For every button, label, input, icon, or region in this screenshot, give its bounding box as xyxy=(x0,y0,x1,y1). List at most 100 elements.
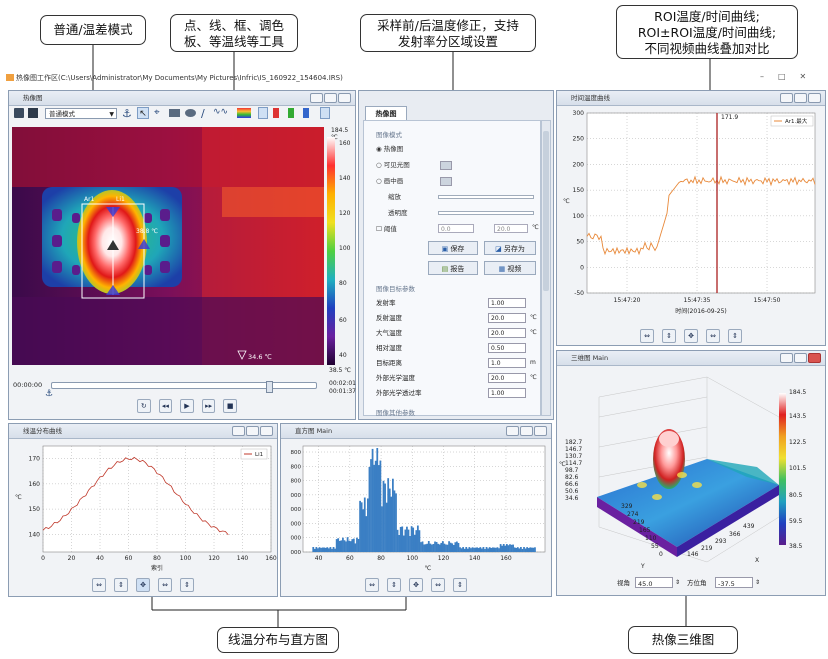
pip-image-icon[interactable] xyxy=(440,177,452,186)
tab-thermal[interactable]: 热像图 xyxy=(365,106,407,120)
histogram-chart[interactable]: 800 800 800 000 000 000 000 000 40 60 80 100 120 140 1… xyxy=(281,440,551,574)
zoom-y-icon[interactable]: ⇕ xyxy=(662,329,676,343)
pan-icon[interactable]: ✥ xyxy=(136,578,150,592)
zoom-y-icon[interactable]: ⇕ xyxy=(387,578,401,592)
view-angle-input[interactable]: 45.0 xyxy=(635,577,673,588)
save-button[interactable]: ▣ 保存 xyxy=(428,241,478,255)
zoom-fit-icon[interactable]: ⇔ xyxy=(640,329,654,343)
polyline-tool-icon[interactable]: ∿∿ xyxy=(213,107,229,117)
restore-button[interactable] xyxy=(324,93,337,103)
mode-select[interactable]: 普通模式 ▼ xyxy=(45,108,117,119)
isotherm-icon-5[interactable] xyxy=(320,107,330,119)
isotherm-icon-4[interactable] xyxy=(303,108,309,118)
point-tool-icon[interactable]: ⌖ xyxy=(154,107,160,118)
param-input[interactable]: 1.00 xyxy=(488,298,526,308)
isotherm-icon-3[interactable] xyxy=(288,108,294,118)
y-tick-label: 800 xyxy=(291,479,302,485)
minimize-button[interactable] xyxy=(232,426,245,436)
close-button[interactable] xyxy=(808,353,821,363)
histogram-bar xyxy=(327,548,330,552)
radio-visible[interactable]: ○ 可见光图 xyxy=(376,161,410,169)
minimize-button[interactable] xyxy=(310,93,323,103)
threshold-low[interactable]: 0.0 xyxy=(438,224,474,233)
report-button[interactable]: ▤ 报告 xyxy=(428,261,478,275)
props-scrollbar[interactable] xyxy=(541,120,551,416)
loop-icon[interactable]: ↻ xyxy=(137,399,151,413)
param-label: 目标距离 xyxy=(376,359,402,367)
view-angle-spinner[interactable]: ⇕ xyxy=(675,579,681,586)
pointer-tool-icon[interactable]: ↖ xyxy=(137,107,149,119)
transparency-slider[interactable] xyxy=(438,211,534,215)
radio-pip[interactable]: ○ 画中画 xyxy=(376,177,404,185)
minimize-button[interactable] xyxy=(506,426,519,436)
threshold-checkbox[interactable]: ☐ 阈值 xyxy=(376,225,397,233)
restore-button[interactable] xyxy=(246,426,259,436)
histogram-bar xyxy=(409,536,411,552)
close-button[interactable] xyxy=(808,93,821,103)
param-input[interactable]: 1.00 xyxy=(488,388,526,398)
zoom-out-icon[interactable]: ⇕ xyxy=(453,578,467,592)
timecurve-chart[interactable]: 300 250 200 150 100 50 0 -50 15:47:20 15:47:35 15:… xyxy=(557,107,825,323)
minimize-button[interactable] xyxy=(780,93,793,103)
histogram-bar xyxy=(491,547,494,552)
save-as-button[interactable]: ◪ 另存为 xyxy=(484,241,536,255)
restore-button[interactable] xyxy=(520,426,533,436)
anchor-icon-timeline[interactable]: ⚓ xyxy=(45,389,54,399)
lineprofile-chart[interactable]: 170 160 150 140 0 20 40 60 80 100 120 140 160 索引 ℃ Li1 xyxy=(9,440,277,574)
radio-thermal[interactable]: ◉ 热像图 xyxy=(376,145,404,153)
histogram-bar xyxy=(412,527,415,552)
step-back-icon[interactable]: ◂◂ xyxy=(158,399,173,413)
param-input[interactable]: 20.0 xyxy=(488,313,526,323)
zoom-fit-icon[interactable]: ⇔ xyxy=(365,578,379,592)
zoom-slider[interactable] xyxy=(438,195,534,199)
window-controls[interactable]: –□✕ xyxy=(760,72,821,81)
open-icon[interactable] xyxy=(14,108,24,118)
stop-icon[interactable]: ■ xyxy=(223,399,237,413)
scale-bottom-label: 38.5 ℃ xyxy=(329,367,352,374)
save-icon[interactable] xyxy=(28,108,38,118)
callout-tools: 点、线、框、调色 板、等温线等工具 xyxy=(170,14,298,52)
video-button[interactable]: ▦ 视频 xyxy=(484,261,536,275)
3d-surface[interactable] xyxy=(557,367,825,573)
param-input[interactable]: 20.0 xyxy=(488,328,526,338)
histogram-bar xyxy=(524,548,527,552)
anchor-icon[interactable]: ⚓ xyxy=(122,107,132,120)
pan-icon[interactable]: ✥ xyxy=(409,578,423,592)
histogram-bar xyxy=(377,465,380,552)
close-button[interactable] xyxy=(260,426,273,436)
palette-icon[interactable] xyxy=(237,108,251,118)
zoom-out-icon[interactable]: ⇕ xyxy=(728,329,742,343)
play-icon[interactable]: ▶ xyxy=(180,399,194,413)
azimuth-spinner[interactable]: ⇕ xyxy=(755,579,761,586)
timeline-thumb[interactable] xyxy=(266,381,273,393)
visible-image-icon[interactable] xyxy=(440,161,452,170)
histogram-bar xyxy=(473,547,475,552)
zoom-out-icon[interactable]: ⇕ xyxy=(180,578,194,592)
param-input[interactable]: 1.0 xyxy=(488,358,526,368)
param-input[interactable]: 0.50 xyxy=(488,343,526,353)
zoom-in-icon[interactable]: ⇔ xyxy=(431,578,445,592)
restore-button[interactable] xyxy=(794,353,807,363)
close-button[interactable] xyxy=(534,426,547,436)
azimuth-input[interactable]: -37.5 xyxy=(715,577,753,588)
timeline-slider[interactable] xyxy=(51,381,317,393)
param-input[interactable]: 20.0 xyxy=(488,373,526,383)
zoom-y-icon[interactable]: ⇕ xyxy=(114,578,128,592)
histogram-toolbar: ⇔ ⇕ ✥ ⇔ ⇕ xyxy=(281,576,551,594)
close-button[interactable] xyxy=(338,93,351,103)
pan-icon[interactable]: ✥ xyxy=(684,329,698,343)
minimize-button[interactable] xyxy=(780,353,793,363)
isotherm-icon-1[interactable] xyxy=(258,107,268,119)
zoom-in-icon[interactable]: ⇔ xyxy=(158,578,172,592)
zoom-fit-icon[interactable]: ⇔ xyxy=(92,578,106,592)
step-forward-icon[interactable]: ▸▸ xyxy=(201,399,216,413)
thermal-image[interactable]: Ar1 Li1 38.8 ℃ 34.6 ℃ xyxy=(12,127,324,365)
restore-button[interactable] xyxy=(794,93,807,103)
rect-tool-icon[interactable] xyxy=(169,109,180,117)
isotherm-icon-2[interactable] xyxy=(273,108,279,118)
threshold-high[interactable]: 20.0 xyxy=(494,224,528,233)
view-angle-label: 视角 xyxy=(617,579,630,587)
line-tool-icon[interactable]: ∕ xyxy=(201,107,205,120)
ellipse-tool-icon[interactable] xyxy=(185,109,196,117)
zoom-in-icon[interactable]: ⇔ xyxy=(706,329,720,343)
